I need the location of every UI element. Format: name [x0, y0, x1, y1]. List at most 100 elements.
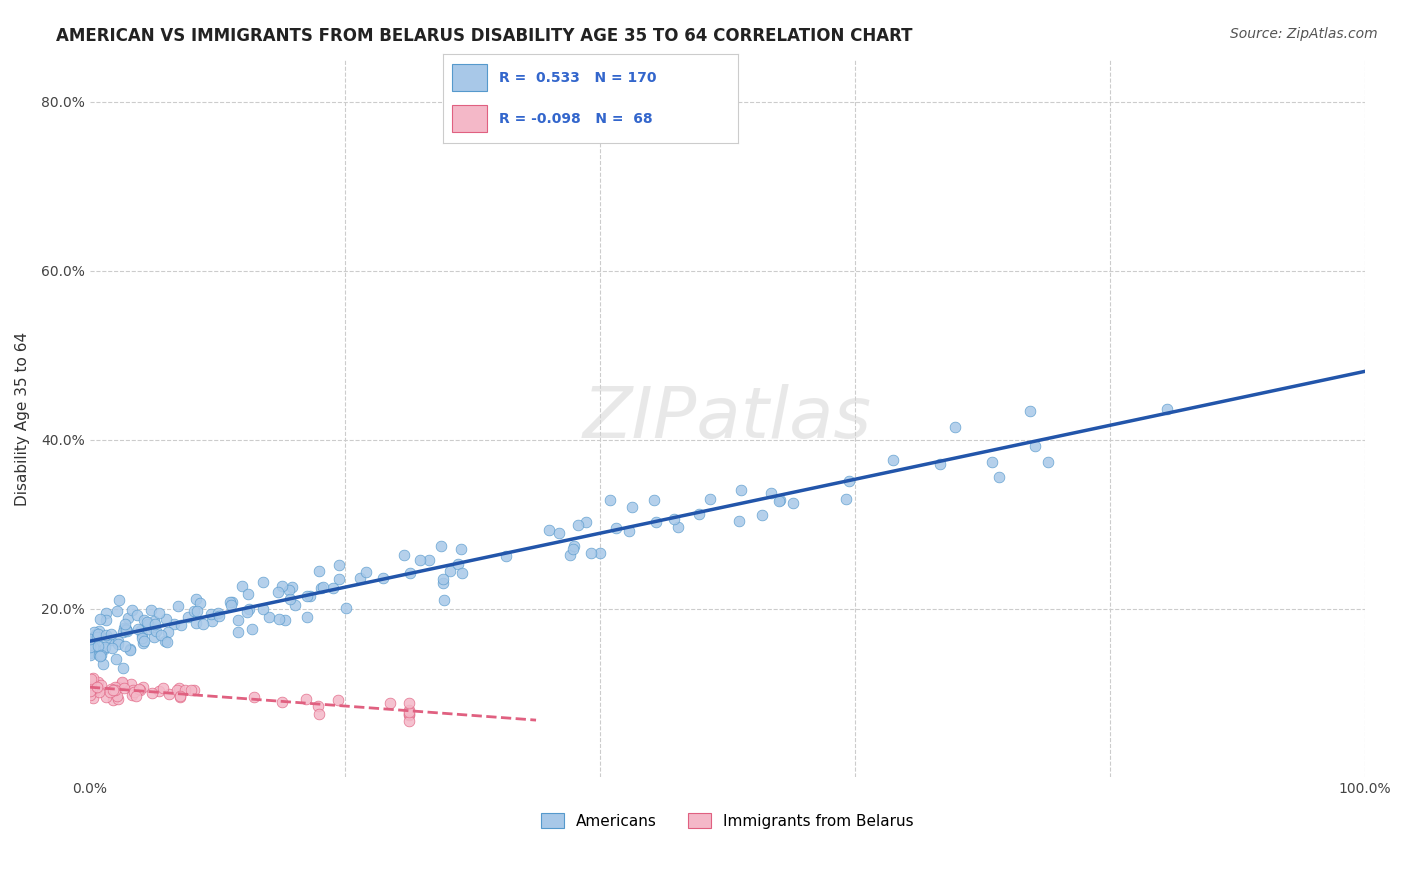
Point [309, 581, 332, 595]
Point [79, 674, 101, 689]
Point [439, 564, 461, 578]
Point [252, 574, 274, 589]
Point [83, 624, 105, 639]
Point [328, 558, 350, 572]
Point [699, 491, 721, 506]
Point [409, 552, 432, 566]
Point [87, 648, 110, 662]
Point [156, 635, 179, 649]
Point [79, 679, 101, 693]
Point [129, 624, 152, 638]
Point [131, 628, 153, 642]
Point [150, 627, 173, 641]
Y-axis label: Disability Age 35 to 64: Disability Age 35 to 64 [15, 332, 30, 506]
Point [446, 558, 468, 572]
Point [101, 640, 124, 655]
Point [183, 604, 205, 618]
FancyBboxPatch shape [451, 105, 486, 132]
Point [236, 605, 259, 619]
Point [112, 621, 135, 635]
Point [430, 539, 453, 553]
Point [94, 631, 117, 645]
Point [221, 594, 243, 608]
Point [117, 611, 139, 625]
Point [107, 634, 129, 648]
Point [188, 596, 211, 610]
Point [82, 640, 104, 654]
Point [418, 553, 440, 567]
Point [153, 633, 176, 648]
Point [79, 684, 101, 698]
Point [159, 687, 181, 701]
Point [100, 632, 122, 647]
Point [91, 657, 114, 672]
Point [242, 690, 264, 704]
Point [87, 624, 110, 638]
Point [79, 682, 101, 697]
Point [451, 566, 474, 580]
Point [398, 697, 420, 711]
Point [108, 593, 131, 607]
Point [79, 681, 101, 695]
Point [278, 583, 301, 598]
Point [100, 626, 122, 640]
Point [132, 681, 155, 695]
Point [115, 624, 138, 639]
Point [79, 674, 101, 689]
Point [148, 684, 170, 698]
Point [80, 682, 103, 697]
Point [782, 496, 804, 510]
Point [128, 681, 150, 696]
Point [166, 683, 188, 698]
Point [79, 632, 101, 646]
Point [1156, 402, 1178, 417]
Point [271, 579, 294, 593]
Point [354, 565, 377, 579]
Point [89, 644, 111, 658]
Point [495, 549, 517, 563]
Point [579, 546, 602, 560]
Point [120, 677, 142, 691]
Point [273, 613, 295, 627]
Point [132, 613, 155, 627]
Point [107, 637, 129, 651]
Point [112, 681, 135, 695]
Point [730, 483, 752, 497]
Point [114, 616, 136, 631]
Point [167, 681, 190, 695]
Point [1019, 404, 1042, 418]
Point [193, 617, 215, 632]
Point [322, 581, 344, 595]
Point [662, 512, 685, 526]
Point [107, 681, 129, 695]
Point [1024, 440, 1046, 454]
Point [280, 580, 302, 594]
Text: R =  0.533   N = 170: R = 0.533 N = 170 [499, 70, 657, 85]
Point [207, 606, 229, 620]
Point [269, 612, 291, 626]
Point [163, 617, 186, 632]
Point [80, 672, 103, 686]
Point [87, 684, 110, 698]
Point [326, 693, 349, 707]
Point [980, 455, 1002, 469]
Point [184, 591, 207, 606]
Point [169, 617, 191, 632]
Point [141, 620, 163, 634]
Point [575, 516, 598, 530]
Point [432, 576, 454, 591]
Point [125, 607, 148, 622]
Point [231, 579, 253, 593]
Point [184, 616, 207, 631]
Point [98, 684, 121, 698]
Point [115, 622, 138, 636]
Point [398, 714, 420, 729]
Point [399, 566, 422, 581]
Point [105, 603, 128, 617]
Point [132, 636, 155, 650]
Point [186, 604, 208, 618]
Point [87, 675, 110, 690]
Point [104, 680, 127, 694]
Point [834, 491, 856, 506]
Point [567, 518, 589, 533]
